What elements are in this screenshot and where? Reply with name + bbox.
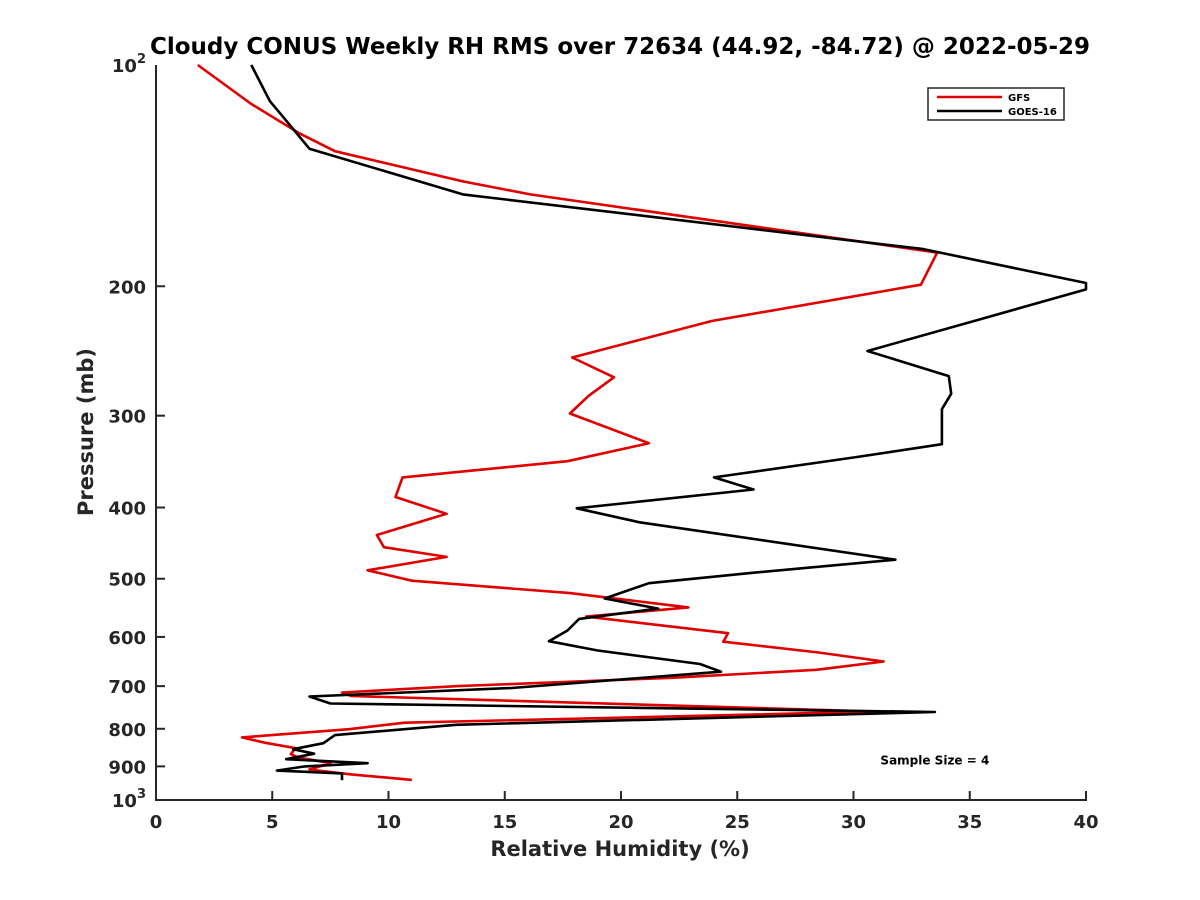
y-tick-label: 700 xyxy=(108,677,146,698)
x-tick-label: 40 xyxy=(1073,812,1098,833)
y-tick-label: 500 xyxy=(108,570,146,591)
series-line-gfs xyxy=(197,63,939,782)
y-axis-label: Pressure (mb) xyxy=(74,348,98,516)
y-tick-label: 800 xyxy=(108,720,146,741)
chart-title: Cloudy CONUS Weekly RH RMS over 72634 (4… xyxy=(150,34,1090,60)
legend-box xyxy=(927,87,1065,121)
y-tick-label: 103 xyxy=(112,787,146,812)
x-tick-label: 10 xyxy=(376,812,401,833)
x-axis-ticks: 0 5 10 15 20 25 30 35 40 xyxy=(150,791,1099,833)
x-tick-label: 35 xyxy=(957,812,982,833)
y-tick-base: 10 xyxy=(112,791,137,812)
legend-label-gfs: GFS xyxy=(1008,93,1030,104)
y-tick-exponent: 2 xyxy=(137,52,146,67)
x-tick-label: 25 xyxy=(725,812,750,833)
y-tick-label: 102 xyxy=(112,52,146,77)
y-tick-label: 200 xyxy=(108,277,146,298)
legend-label-goes-16: GOES-16 xyxy=(1008,107,1057,118)
y-tick-label: 300 xyxy=(108,407,146,428)
y-tick-exponent: 3 xyxy=(137,787,146,802)
x-tick-label: 15 xyxy=(492,812,517,833)
y-tick-label: 400 xyxy=(108,499,146,520)
series-line-goes-16 xyxy=(250,64,1088,781)
x-tick-label: 30 xyxy=(841,812,866,833)
y-tick-label: 900 xyxy=(108,757,146,778)
x-tick-label: 20 xyxy=(608,812,633,833)
y-tick-base: 10 xyxy=(112,56,137,77)
series-layer xyxy=(197,63,1088,782)
x-axis-label: Relative Humidity (%) xyxy=(490,837,749,861)
plot-area: 0 5 10 15 20 25 30 35 40 10220030040050060070080… xyxy=(108,52,1098,833)
annotation-layer: Sample Size = 4 xyxy=(880,754,989,768)
annotation-sample-size: Sample Size = 4 xyxy=(880,754,989,768)
x-tick-label: 0 xyxy=(150,812,163,833)
x-tick-label: 5 xyxy=(266,812,279,833)
legend: GFS GOES-16 xyxy=(927,87,1065,121)
y-tick-label: 600 xyxy=(108,628,146,649)
